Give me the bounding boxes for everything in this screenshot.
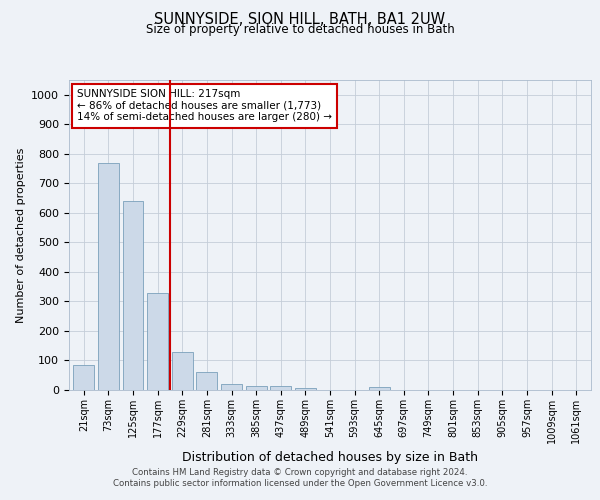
Text: Size of property relative to detached houses in Bath: Size of property relative to detached ho… bbox=[146, 22, 454, 36]
Bar bbox=[295, 388, 316, 390]
Bar bbox=[196, 372, 217, 390]
Bar bbox=[73, 365, 94, 390]
Text: SUNNYSIDE SION HILL: 217sqm
← 86% of detached houses are smaller (1,773)
14% of : SUNNYSIDE SION HILL: 217sqm ← 86% of det… bbox=[77, 90, 332, 122]
Bar bbox=[172, 352, 193, 390]
Bar bbox=[122, 201, 143, 390]
Y-axis label: Number of detached properties: Number of detached properties bbox=[16, 148, 26, 322]
Bar bbox=[369, 387, 390, 390]
Text: SUNNYSIDE, SION HILL, BATH, BA1 2UW: SUNNYSIDE, SION HILL, BATH, BA1 2UW bbox=[154, 12, 446, 28]
Bar bbox=[147, 292, 168, 390]
Bar bbox=[221, 384, 242, 390]
Bar bbox=[98, 162, 119, 390]
Bar bbox=[270, 386, 291, 390]
Text: Contains HM Land Registry data © Crown copyright and database right 2024.
Contai: Contains HM Land Registry data © Crown c… bbox=[113, 468, 487, 487]
X-axis label: Distribution of detached houses by size in Bath: Distribution of detached houses by size … bbox=[182, 451, 478, 464]
Bar bbox=[245, 386, 266, 390]
